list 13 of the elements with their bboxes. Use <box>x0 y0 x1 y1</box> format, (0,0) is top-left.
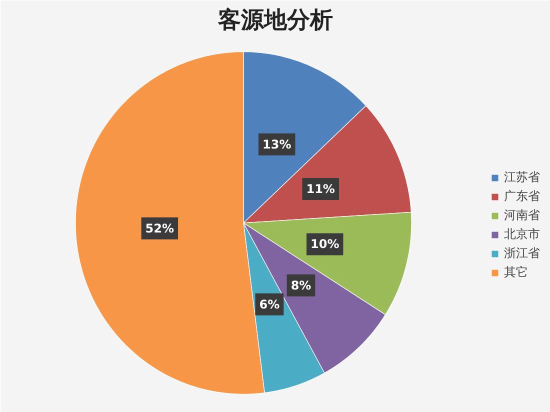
data-label: 52% <box>145 221 174 236</box>
data-label: 10% <box>310 237 340 252</box>
legend-label: 江苏省 <box>504 168 540 186</box>
legend-label: 北京市 <box>504 226 540 242</box>
legend-label: 河南省 <box>504 206 540 224</box>
legend-label: 其它 <box>504 264 528 280</box>
legend-label: 广东省 <box>504 188 540 204</box>
data-label: 6% <box>259 297 280 312</box>
data-label: 8% <box>290 278 312 292</box>
data-label: 13% <box>262 137 292 152</box>
data-label: 11% <box>306 182 335 196</box>
chart-title: 客源地分析 <box>217 6 333 34</box>
legend-label: 浙江省 <box>504 244 540 262</box>
